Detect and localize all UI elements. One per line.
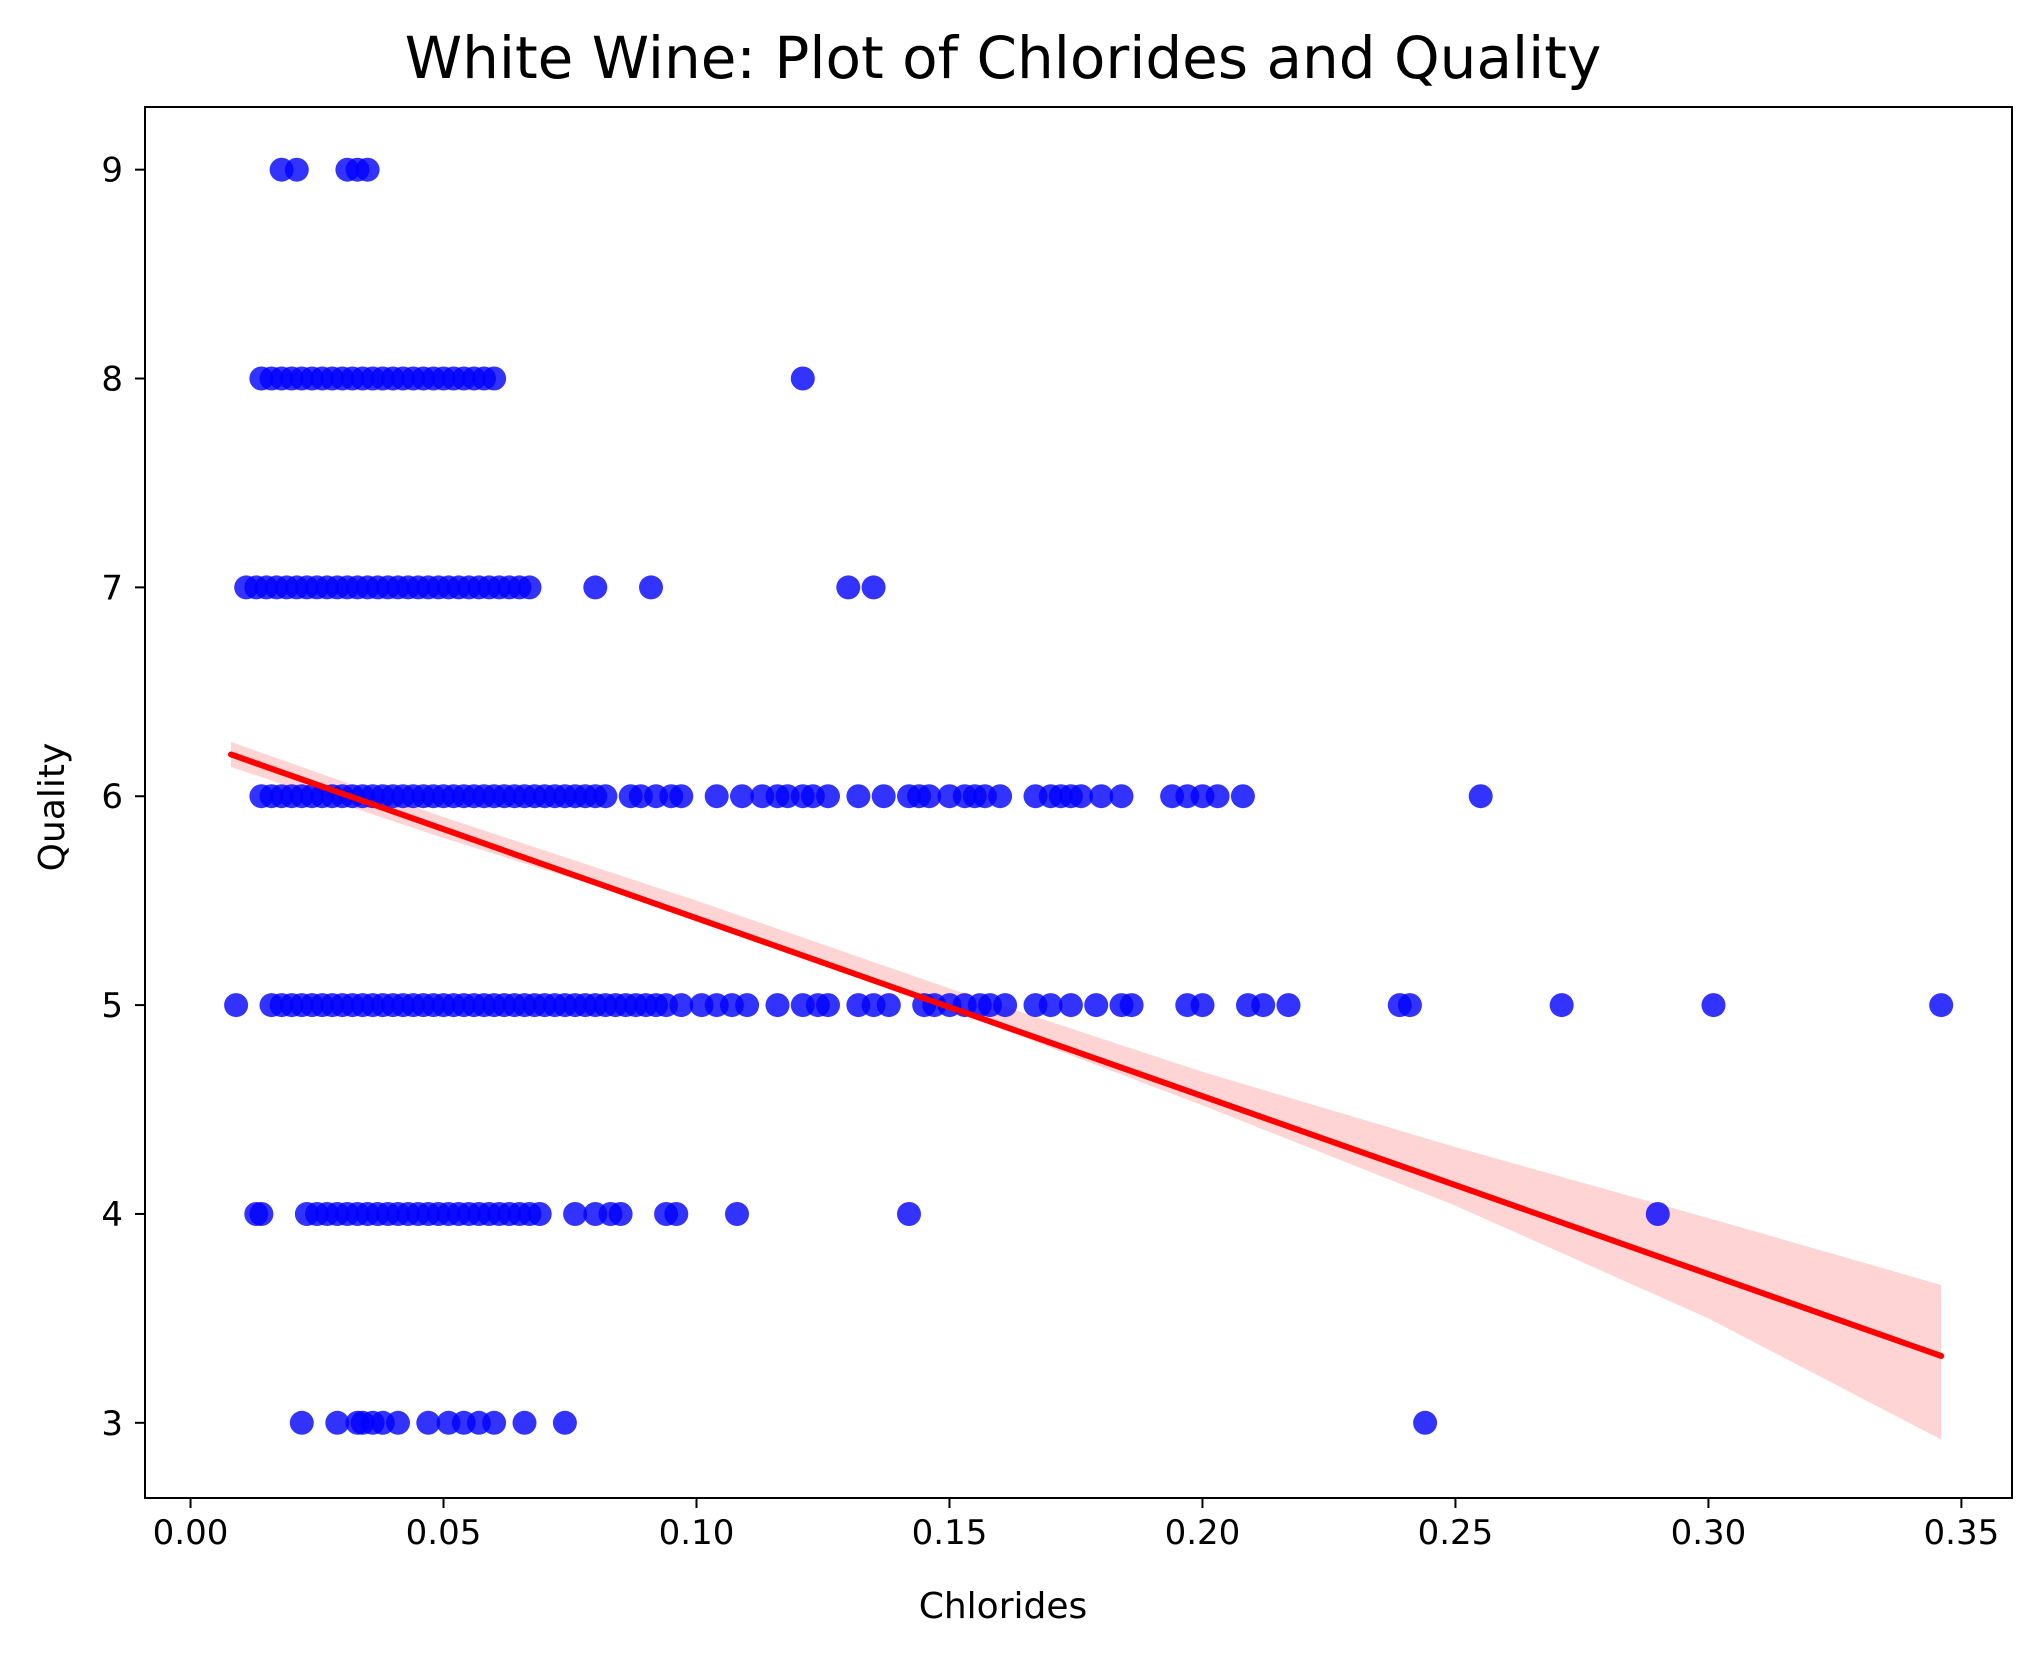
- y-tick-label: 7: [101, 568, 123, 608]
- data-point: [284, 157, 309, 182]
- data-point: [1468, 784, 1493, 809]
- data-point: [765, 993, 790, 1018]
- data-point: [790, 366, 815, 391]
- scatter-points-layer: [224, 157, 1954, 1435]
- y-tick-label: 9: [101, 151, 123, 191]
- y-tick-label: 8: [101, 360, 123, 400]
- data-point: [1089, 784, 1114, 809]
- data-point: [669, 993, 694, 1018]
- data-point: [1205, 784, 1230, 809]
- x-axis-label: Chlorides: [919, 1586, 1088, 1627]
- data-point: [1549, 993, 1574, 1018]
- data-point: [664, 1202, 689, 1226]
- data-point: [1084, 993, 1109, 1018]
- data-point: [836, 575, 861, 600]
- data-point: [1038, 993, 1063, 1018]
- data-point: [224, 993, 249, 1018]
- x-tick-label: 0.10: [659, 1513, 735, 1553]
- data-point: [386, 1410, 410, 1435]
- y-axis-label: Quality: [32, 743, 73, 872]
- data-point: [725, 1202, 749, 1226]
- data-point: [639, 575, 663, 600]
- data-point: [876, 993, 901, 1018]
- data-point: [1069, 784, 1093, 809]
- y-tick-label: 4: [101, 1195, 123, 1235]
- data-point: [1645, 1202, 1670, 1226]
- y-tick-label: 5: [101, 986, 123, 1026]
- data-point: [583, 575, 608, 600]
- x-axis-ticks: 0.00 0.05 0.10 0.15 0.20 0.25 0.30 0.35: [153, 1498, 2000, 1553]
- data-point: [289, 1410, 314, 1435]
- data-point: [669, 784, 694, 809]
- x-tick-label: 0.25: [1418, 1513, 1494, 1553]
- x-tick-label: 0.20: [1165, 1513, 1241, 1553]
- data-point: [512, 1410, 537, 1435]
- y-tick-label: 3: [101, 1404, 123, 1444]
- data-point: [730, 784, 754, 809]
- data-point: [1701, 993, 1726, 1018]
- data-point: [816, 993, 840, 1018]
- data-point: [1397, 993, 1422, 1018]
- chart-title: White Wine: Plot of Chlorides and Qualit…: [405, 24, 1602, 92]
- data-point: [517, 575, 542, 600]
- plot-area-frame: [144, 106, 2013, 1499]
- data-point: [1230, 784, 1255, 809]
- x-tick-label: 0.30: [1671, 1513, 1747, 1553]
- data-point: [563, 1202, 588, 1226]
- data-point: [1058, 993, 1083, 1018]
- data-point: [871, 784, 896, 809]
- data-point: [593, 784, 618, 809]
- data-point: [1190, 993, 1215, 1018]
- data-point: [988, 784, 1013, 809]
- data-point: [735, 993, 760, 1018]
- data-point: [1276, 993, 1301, 1018]
- regression-line: [228, 751, 1945, 1359]
- data-point: [1929, 993, 1954, 1018]
- data-point: [552, 1410, 577, 1435]
- data-point: [917, 784, 942, 809]
- data-point: [1413, 1410, 1438, 1435]
- x-tick-label: 0.35: [1924, 1513, 2000, 1553]
- data-point: [608, 1202, 633, 1226]
- x-tick-label: 0.05: [406, 1513, 482, 1553]
- data-point: [482, 366, 507, 391]
- data-point: [325, 1410, 350, 1435]
- x-tick-label: 0.00: [153, 1513, 229, 1553]
- data-point: [897, 1202, 921, 1226]
- data-point: [1251, 993, 1276, 1018]
- x-tick-label: 0.15: [912, 1513, 988, 1553]
- data-point: [1109, 784, 1134, 809]
- data-point: [816, 784, 840, 809]
- data-point: [416, 1410, 441, 1435]
- y-axis-ticks: 3 4 5 6 7 8 9: [101, 151, 145, 1444]
- data-point: [527, 1202, 552, 1226]
- regression-line-layer: [228, 751, 1945, 1359]
- data-point: [993, 993, 1018, 1018]
- y-tick-label: 6: [101, 777, 123, 817]
- data-point: [1119, 993, 1144, 1018]
- data-point: [846, 784, 871, 809]
- data-point: [861, 575, 886, 600]
- data-point: [355, 157, 380, 182]
- data-point: [482, 1410, 507, 1435]
- data-point: [704, 784, 729, 809]
- data-point: [249, 1202, 274, 1226]
